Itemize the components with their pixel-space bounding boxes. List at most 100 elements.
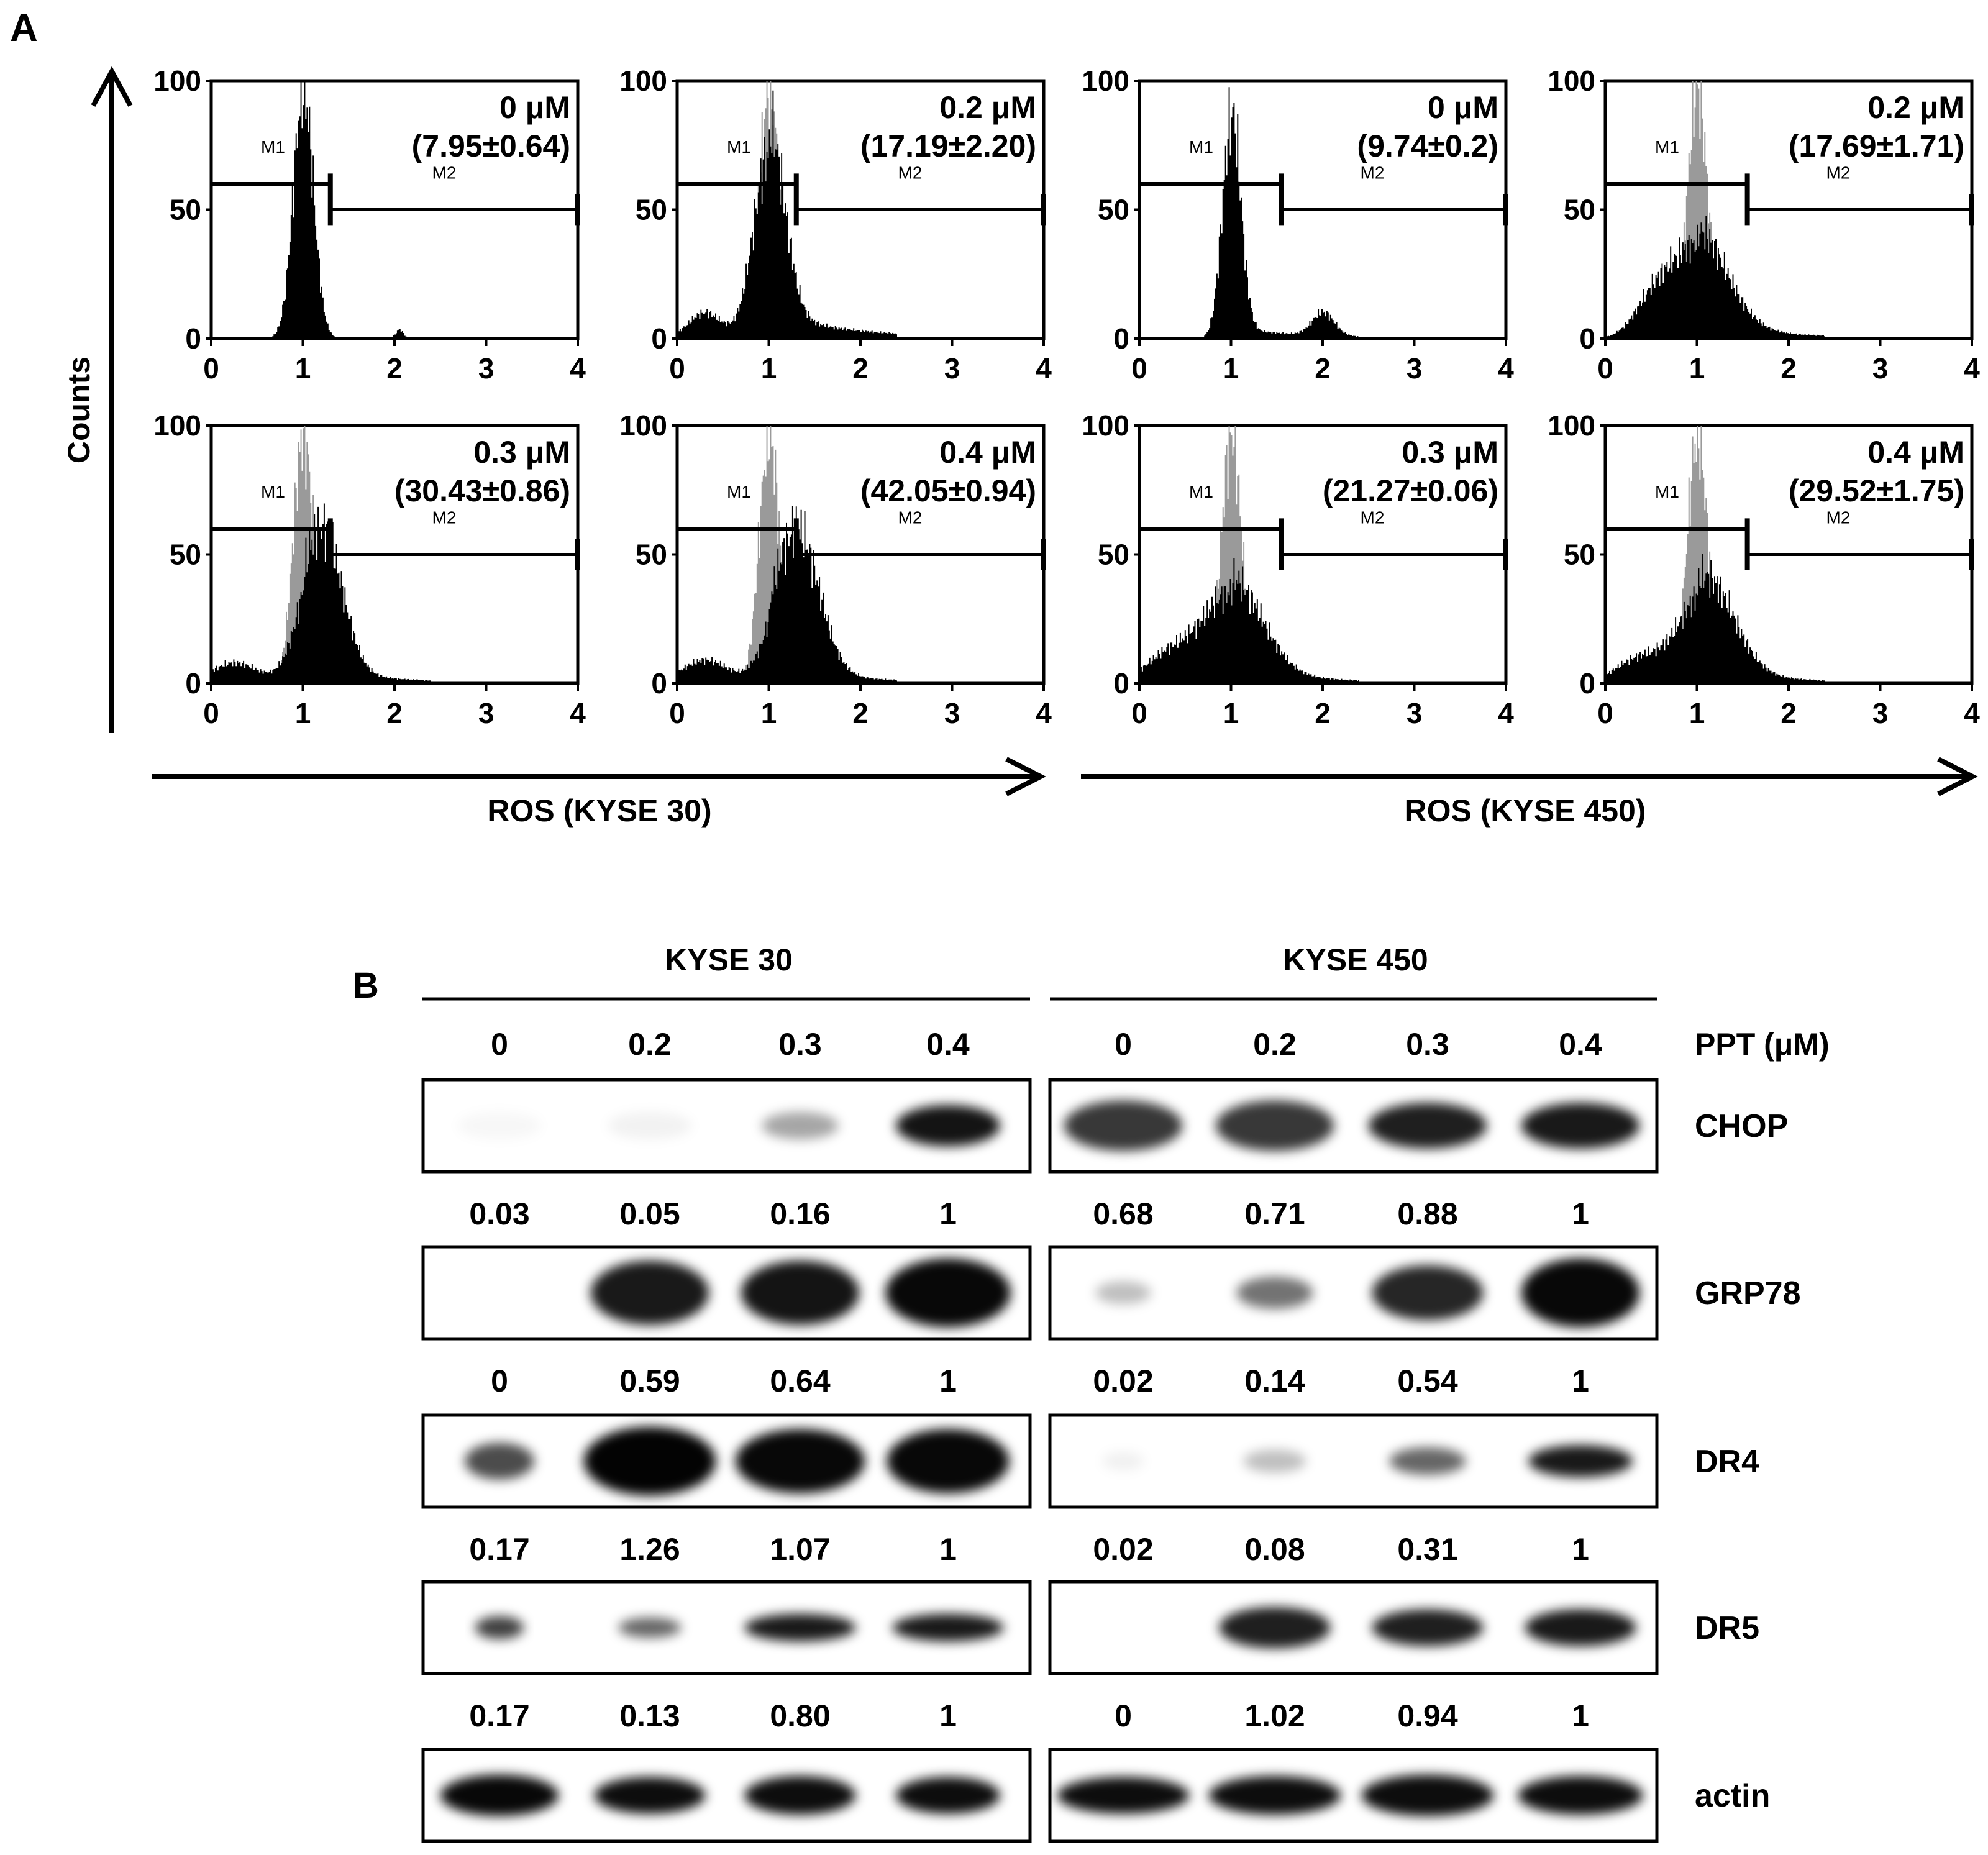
dose-header: 0.2 (628, 1027, 672, 1062)
protein-band (1102, 1452, 1144, 1470)
x-axis-arrowhead-left (1005, 757, 1046, 796)
x-tick-label: 4 (1964, 697, 1980, 729)
histogram-plot-kyse450-0uM: M1 M2 0 μM (9.74±0.2) 100 50 00 1 2 3 4 (1082, 65, 1514, 385)
protein-band (1521, 1258, 1640, 1328)
protein-band (1236, 1277, 1313, 1309)
dose-header: 0.4 (926, 1027, 970, 1062)
y-tick-label: 0 (651, 322, 667, 355)
x-tick-label: 2 (1781, 697, 1797, 729)
protein-band (741, 1260, 860, 1325)
x-tick-label: 2 (386, 697, 403, 729)
marker-m1-label: M1 (1189, 482, 1213, 501)
protein-band (475, 1616, 524, 1639)
histogram-plot-kyse30-0uM: M1 M2 0 μM (7.95±0.64) 100 50 00 1 2 3 4 (153, 65, 586, 385)
x-tick-label: 4 (1498, 352, 1514, 385)
x-tick-label: 4 (1036, 697, 1052, 729)
blot-row-actin: actin (421, 1748, 1770, 1843)
quant-value: 0.54 (1397, 1364, 1458, 1398)
x-tick-label: 1 (295, 697, 311, 729)
protein-band (892, 1613, 1004, 1642)
histogram-plot-kyse450-0.3uM: M1 M2 0.3 μM(21.27±0.06) 100 50 00 1 2 3 4 (1082, 409, 1514, 729)
marker-m2-label: M2 (432, 508, 457, 527)
x-tick-label: 0 (1131, 697, 1147, 729)
dose-header: 0 (491, 1027, 508, 1062)
x-tick-label: 4 (1964, 352, 1980, 385)
mean-value-label: (21.27±0.06) (1323, 473, 1498, 508)
sample-histogram (211, 503, 578, 683)
protein-label: actin (1695, 1778, 1770, 1814)
protein-band (1208, 1775, 1341, 1815)
y-tick-label: 0 (1113, 322, 1129, 355)
protein-label: CHOP (1695, 1108, 1788, 1144)
cell-line-kyse450: KYSE 450 (1283, 942, 1428, 977)
quant-value: 0.88 (1397, 1196, 1457, 1231)
mean-value-label: (30.43±0.86) (394, 473, 570, 508)
quant-value: 0.17 (469, 1532, 529, 1567)
quant-value: 0.13 (619, 1698, 680, 1733)
x-tick-label: 3 (478, 352, 495, 385)
marker-m1-label: M1 (1189, 137, 1213, 157)
quant-value: 1 (939, 1698, 957, 1733)
marker-m2-label: M2 (1826, 163, 1851, 183)
protein-band (1389, 1447, 1466, 1475)
dose-label: 0.4 μM (1867, 435, 1964, 470)
dose-label: 0.2 μM (939, 90, 1036, 125)
sample-histogram (677, 90, 1044, 339)
x-tick-label: 1 (761, 697, 777, 729)
protein-label: GRP78 (1695, 1275, 1801, 1311)
x-axis-arrowhead-right (1937, 757, 1978, 796)
dose-label: 0 μM (499, 90, 570, 125)
protein-label: DR5 (1695, 1610, 1759, 1646)
x-tick-label: 0 (1597, 352, 1613, 385)
y-axis-arrowhead (91, 66, 133, 107)
quant-value: 0.64 (770, 1364, 831, 1398)
blot-row-chop: CHOP 0.03 0.05 0.16 1 0.68 0.71 0.88 1 (421, 1078, 1788, 1231)
panel-a-axis-arrows (91, 66, 1978, 796)
mean-value-label: (17.69±1.71) (1789, 129, 1964, 163)
x-tick-label: 3 (1872, 697, 1889, 729)
y-tick-label: 100 (619, 409, 667, 442)
x-tick-label: 1 (295, 352, 311, 385)
y-tick-label: 100 (153, 65, 201, 97)
x-tick-label: 2 (852, 697, 869, 729)
x-tick-label: 4 (570, 352, 586, 385)
x-axis-title-kyse450: ROS (KYSE 450) (1404, 793, 1646, 828)
quant-value: 0.17 (469, 1698, 529, 1733)
blot-box (421, 1078, 1032, 1174)
quant-value: 0.31 (1397, 1532, 1457, 1567)
x-tick-label: 1 (761, 352, 777, 385)
quant-value: 0.68 (1093, 1196, 1153, 1231)
dose-label: 0.4 μM (939, 435, 1036, 470)
x-tick-label: 2 (386, 352, 403, 385)
quant-value: 1 (939, 1364, 957, 1398)
x-tick-label: 1 (1689, 697, 1705, 729)
protein-band (583, 1426, 716, 1496)
x-tick-label: 0 (203, 352, 219, 385)
sample-histogram (1605, 554, 1972, 683)
marker-m2-label: M2 (898, 508, 923, 527)
mean-value-label: (9.74±0.2) (1357, 129, 1498, 163)
protein-band (896, 1777, 1000, 1814)
x-tick-label: 3 (1407, 697, 1423, 729)
y-tick-label: 50 (636, 194, 667, 226)
y-tick-label: 100 (1082, 65, 1129, 97)
mean-value-label: (42.05±0.94) (860, 473, 1036, 508)
quant-value: 0 (1115, 1698, 1132, 1733)
protein-band (1528, 1445, 1633, 1477)
protein-band (1518, 1775, 1643, 1815)
quant-value: 1 (1572, 1532, 1589, 1567)
y-tick-label: 0 (1113, 667, 1129, 700)
x-tick-label: 4 (570, 697, 586, 729)
dose-header: 0.4 (1559, 1027, 1602, 1062)
quant-value: 0.05 (619, 1196, 680, 1231)
protein-band (887, 1429, 1010, 1493)
dose-label: 0 μM (1428, 90, 1498, 125)
protein-band (440, 1774, 559, 1816)
quant-value: 1 (1572, 1196, 1589, 1231)
blot-row-dr5: DR5 0.17 0.13 0.80 1 0 1.02 0.94 1 (421, 1580, 1759, 1733)
dose-label: 0.3 μM (473, 435, 570, 470)
x-tick-label: 1 (1689, 352, 1705, 385)
x-tick-label: 3 (478, 697, 495, 729)
quant-value: 0 (491, 1364, 508, 1398)
